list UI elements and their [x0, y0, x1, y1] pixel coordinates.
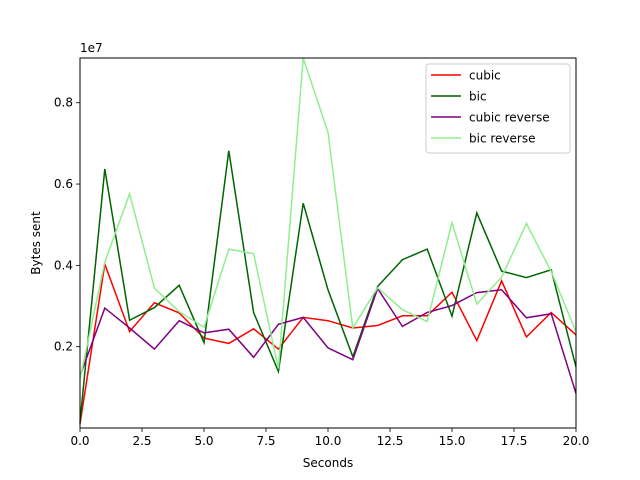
- series-line-bic: [79, 150, 577, 422]
- y-axis-label: Bytes sent: [29, 211, 43, 275]
- series-line-cubic: [79, 261, 577, 425]
- x-tick-label: 15.0: [439, 434, 466, 448]
- series-line-cubic-reverse: [79, 286, 577, 394]
- x-tick-label: 20.0: [563, 434, 590, 448]
- x-axis-ticks: 0.0 2.5 5.0 7.5 10.0 12.5 15.0 17.5 20.0: [70, 428, 589, 448]
- x-tick-label: 7.5: [256, 434, 275, 448]
- y-axis-scale-label: 1e7: [80, 41, 103, 55]
- legend-label: cubic: [469, 69, 501, 83]
- legend-box: [425, 63, 571, 154]
- x-tick-label: 10.0: [315, 434, 342, 448]
- y-tick-label: 0.8: [54, 96, 73, 110]
- x-tick-label: 2.5: [132, 434, 151, 448]
- y-tick-label: 0.6: [54, 177, 73, 191]
- x-axis-label: Seconds: [303, 456, 353, 470]
- plot-lines: [79, 57, 577, 425]
- series-line-bic-reverse: [79, 57, 577, 380]
- legend: cubic bic cubic reverse bic reverse: [425, 63, 571, 154]
- x-tick-label: 0.0: [70, 434, 89, 448]
- x-tick-label: 12.5: [377, 434, 404, 448]
- legend-label: cubic reverse: [469, 111, 550, 125]
- y-tick-label: 0.2: [54, 340, 73, 354]
- x-tick-label: 5.0: [194, 434, 213, 448]
- y-tick-label: 0.4: [54, 258, 73, 272]
- legend-label: bic reverse: [469, 132, 535, 146]
- legend-label: bic: [469, 90, 487, 104]
- x-tick-label: 17.5: [501, 434, 528, 448]
- y-axis-ticks: 0.2 0.4 0.6 0.8: [54, 96, 80, 354]
